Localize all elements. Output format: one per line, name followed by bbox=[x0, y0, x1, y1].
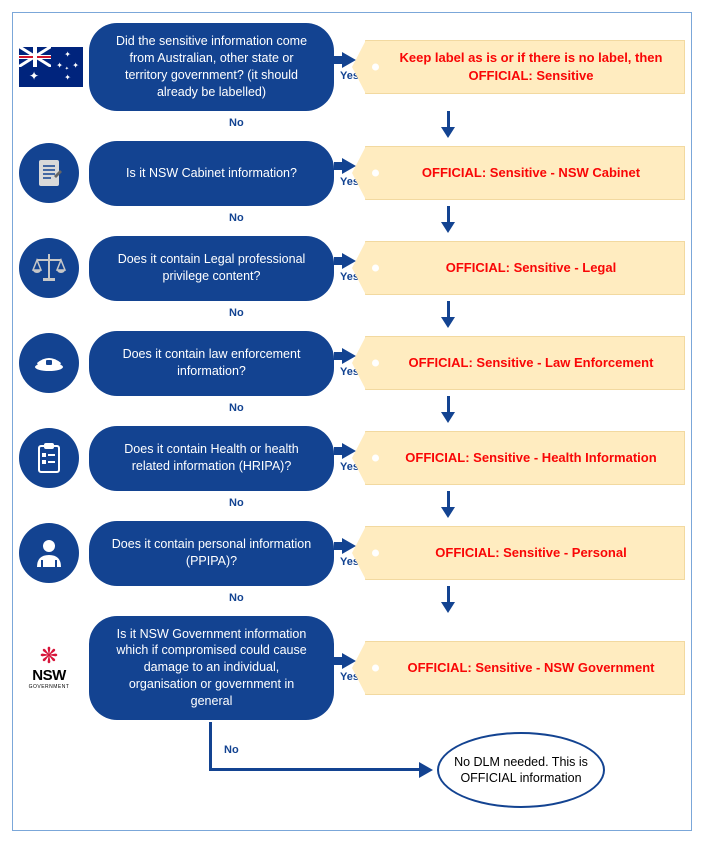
question-2: Is it NSW Cabinet information? bbox=[89, 141, 334, 206]
no-label: No bbox=[229, 307, 244, 319]
flow-row-6: Does it contain personal information (PP… bbox=[19, 521, 685, 586]
flow-row-4: Does it contain law enforcement informat… bbox=[19, 331, 685, 396]
au-flag-icon: ✦ ✦✦✦✦✦ bbox=[19, 47, 83, 87]
flow-row-2: Is it NSW Cabinet information? Yes OFFIC… bbox=[19, 141, 685, 206]
outcome-7: OFFICIAL: Sensitive - NSW Government bbox=[365, 641, 685, 695]
no-connector-3: No bbox=[211, 301, 685, 331]
no-label: No bbox=[229, 592, 244, 604]
flow-row-3: Does it contain Legal professional privi… bbox=[19, 236, 685, 301]
question-4: Does it contain law enforcement informat… bbox=[89, 331, 334, 396]
question-3: Does it contain Legal professional privi… bbox=[89, 236, 334, 301]
nsw-gov-icon: ❋ NSW GOVERNMENT bbox=[19, 638, 79, 698]
person-icon bbox=[19, 523, 79, 583]
question-1: Did the sensitive information come from … bbox=[89, 23, 334, 111]
final-no-branch: No No DLM needed. This is OFFICIAL infor… bbox=[19, 722, 685, 812]
no-connector-6: No bbox=[211, 586, 685, 616]
no-connector-5: No bbox=[211, 491, 685, 521]
document-icon bbox=[19, 143, 79, 203]
question-7: Is it NSW Government information which i… bbox=[89, 616, 334, 720]
no-label: No bbox=[224, 744, 239, 756]
clipboard-icon bbox=[19, 428, 79, 488]
final-outcome: No DLM needed. This is OFFICIAL informat… bbox=[437, 732, 605, 808]
no-connector-2: No bbox=[211, 206, 685, 236]
no-label: No bbox=[229, 402, 244, 414]
no-connector-4: No bbox=[211, 396, 685, 426]
question-6: Does it contain personal information (PP… bbox=[89, 521, 334, 586]
no-connector-1: No bbox=[211, 111, 685, 141]
outcome-1: Keep label as is or if there is no label… bbox=[365, 40, 685, 94]
no-label: No bbox=[229, 117, 244, 129]
outcome-2: OFFICIAL: Sensitive - NSW Cabinet bbox=[365, 146, 685, 200]
outcome-3: OFFICIAL: Sensitive - Legal bbox=[365, 241, 685, 295]
scales-icon bbox=[19, 238, 79, 298]
question-5: Does it contain Health or health related… bbox=[89, 426, 334, 491]
no-label: No bbox=[229, 212, 244, 224]
flow-row-5: Does it contain Health or health related… bbox=[19, 426, 685, 491]
outcome-6: OFFICIAL: Sensitive - Personal bbox=[365, 526, 685, 580]
outcome-4: OFFICIAL: Sensitive - Law Enforcement bbox=[365, 336, 685, 390]
police-cap-icon bbox=[19, 333, 79, 393]
outcome-5: OFFICIAL: Sensitive - Health Information bbox=[365, 431, 685, 485]
flow-row-7: ❋ NSW GOVERNMENT Is it NSW Government in… bbox=[19, 616, 685, 720]
flow-row-1: ✦ ✦✦✦✦✦ Did the sensitive information co… bbox=[19, 23, 685, 111]
no-label: No bbox=[229, 497, 244, 509]
flowchart-container: ✦ ✦✦✦✦✦ Did the sensitive information co… bbox=[12, 12, 692, 831]
